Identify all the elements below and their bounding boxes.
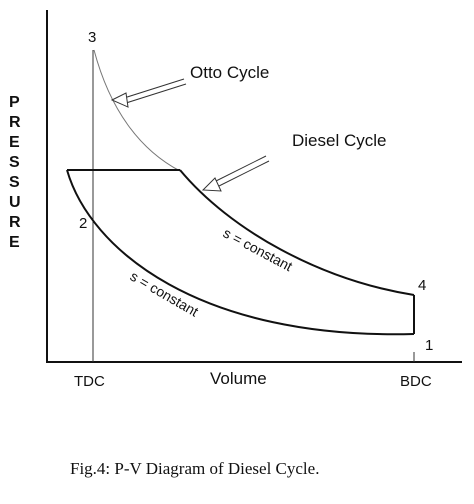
otto-expansion-curve [93, 49, 181, 172]
lower-curve-label: s = constant [128, 268, 202, 320]
y-label-letter: P [9, 94, 20, 111]
otto-cycle-label: Otto Cycle [190, 63, 269, 82]
tdc-label: TDC [74, 373, 105, 390]
y-label-letter: R [9, 114, 21, 131]
compression-curve [66, 169, 415, 336]
y-label-letter: S [9, 174, 20, 191]
y-label-letter: E [9, 234, 20, 251]
point-2-label: 2 [79, 215, 87, 232]
expansion-curve [179, 169, 415, 296]
y-label-letter: U [9, 194, 21, 211]
y-label-letter: E [9, 134, 20, 151]
otto-callout-arrow [110, 78, 187, 108]
point-3-label: 3 [88, 29, 96, 46]
diesel-callout-arrow [201, 155, 270, 192]
y-label-letter: S [9, 154, 20, 171]
point-1-label: 1 [425, 337, 433, 354]
figure-caption: Fig.4: P-V Diagram of Diesel Cycle. [70, 459, 319, 478]
y-label-letter: R [9, 214, 21, 231]
x-axis-label: Volume [210, 369, 267, 388]
bdc-label: BDC [400, 373, 432, 390]
point-4-label: 4 [418, 277, 426, 294]
diesel-cycle-label: Diesel Cycle [292, 131, 386, 150]
upper-curve-label: s = constant [221, 225, 296, 275]
